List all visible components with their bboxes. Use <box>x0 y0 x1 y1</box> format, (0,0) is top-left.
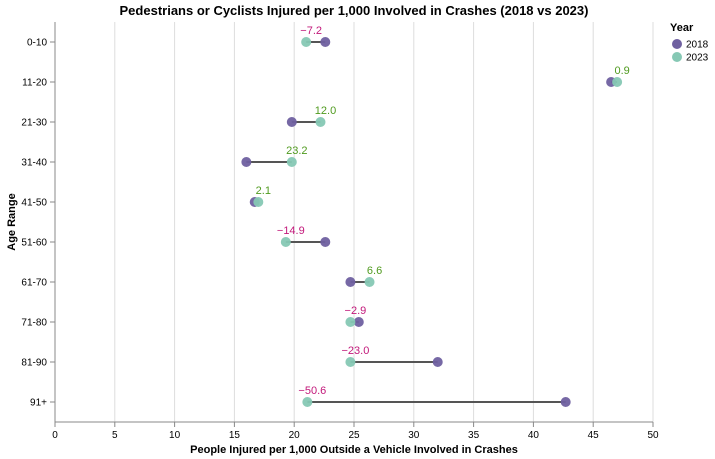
change-label: 23.2 <box>286 145 307 157</box>
point-2018 <box>560 397 571 407</box>
x-tick-label: 0 <box>52 430 58 441</box>
y-tick-label: 41-50 <box>21 198 47 209</box>
change-label: 2.1 <box>256 185 271 197</box>
y-tick-label: 61-70 <box>21 278 47 289</box>
x-tick-label: 10 <box>169 430 181 441</box>
y-axis: 0-10 11-20 21-30 31-40 41-50 51-60 61-70 71-80 8… <box>21 22 56 422</box>
point-2023 <box>345 357 356 367</box>
y-axis-title: Age Range <box>6 193 18 250</box>
change-label: −2.9 <box>345 305 367 317</box>
change-label: 0.9 <box>614 65 629 77</box>
point-2023 <box>315 117 326 127</box>
x-tick-label: 5 <box>112 430 118 441</box>
legend-title: Year <box>670 22 694 34</box>
point-2018 <box>241 157 252 167</box>
point-2023 <box>286 157 297 167</box>
point-2023 <box>612 77 623 87</box>
x-axis-title: People Injured per 1,000 Outside a Vehic… <box>190 444 518 456</box>
x-tick-label: 30 <box>408 430 420 441</box>
y-tick-label: 0-10 <box>27 38 47 49</box>
y-tick-label: 21-30 <box>21 118 47 129</box>
legend-label-2023: 2023 <box>686 53 709 64</box>
change-label: 12.0 <box>315 105 336 117</box>
x-tick-label: 45 <box>588 430 600 441</box>
y-tick-label: 51-60 <box>21 238 47 249</box>
legend-label-2018: 2018 <box>686 40 709 51</box>
point-2023 <box>364 277 375 287</box>
change-label: −7.2 <box>300 25 322 37</box>
point-2018 <box>353 317 364 327</box>
y-tick-label: 81-90 <box>21 358 47 369</box>
point-2018 <box>320 237 331 247</box>
x-tick-label: 25 <box>348 430 360 441</box>
y-tick-label: 31-40 <box>21 158 47 169</box>
chart-marks: −7.2 0.9 12.0 23.2 2.1 −14.9 6.6 −2.9 −23.0 −50.6 <box>241 25 630 407</box>
y-tick-label: 11-20 <box>22 78 47 89</box>
point-2018 <box>286 117 297 127</box>
x-axis: 0 5 10 15 20 25 30 35 40 45 50 <box>52 421 659 441</box>
point-2018 <box>432 357 443 367</box>
change-label: −14.9 <box>277 225 305 237</box>
point-2023 <box>345 317 356 327</box>
change-label: −50.6 <box>298 385 326 397</box>
chart-title: Pedestrians or Cyclists Injured per 1,00… <box>120 3 589 18</box>
x-tick-label: 50 <box>647 430 659 441</box>
change-label: −23.0 <box>341 345 369 357</box>
x-tick-label: 35 <box>468 430 480 441</box>
legend-swatch-2023 <box>672 52 682 62</box>
point-2018 <box>345 277 356 287</box>
point-2023 <box>253 197 264 207</box>
y-tick-label: 91+ <box>30 398 47 409</box>
x-tick-label: 15 <box>229 430 241 441</box>
point-2018 <box>320 37 331 47</box>
x-tick-label: 20 <box>289 430 301 441</box>
x-tick-label: 40 <box>528 430 540 441</box>
legend-swatch-2018 <box>672 39 682 49</box>
change-label: 6.6 <box>367 265 382 277</box>
point-2023 <box>302 397 313 407</box>
legend: Year 2018 2023 <box>670 22 709 64</box>
point-2023 <box>280 237 291 247</box>
y-tick-label: 71-80 <box>21 318 47 329</box>
point-2023 <box>301 37 312 47</box>
gridlines <box>54 22 654 422</box>
